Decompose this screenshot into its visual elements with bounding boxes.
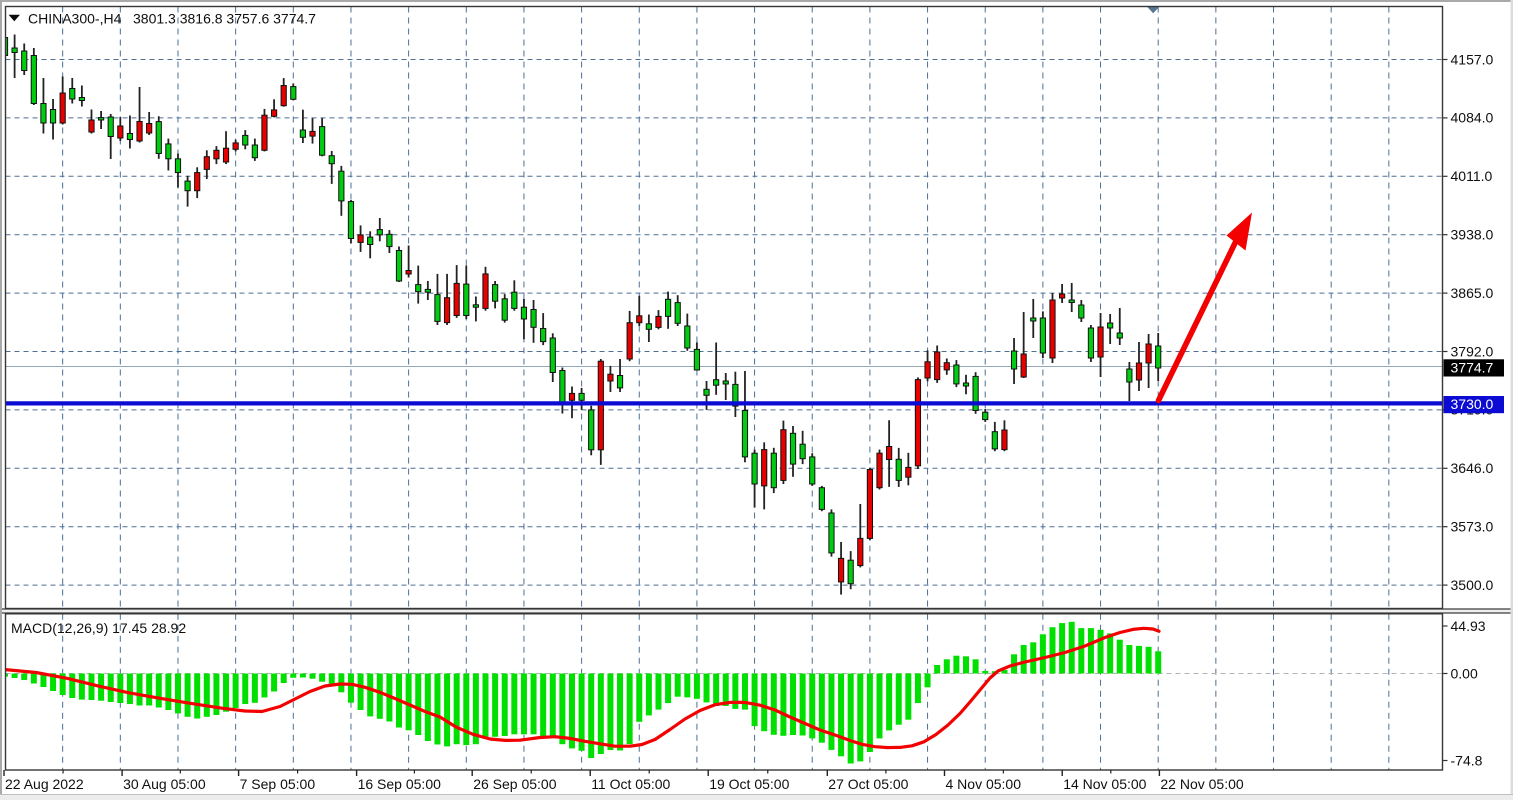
svg-text:11 Oct 05:00: 11 Oct 05:00 <box>591 776 670 792</box>
svg-text:44.93: 44.93 <box>1451 618 1486 634</box>
svg-text:27 Oct 05:00: 27 Oct 05:00 <box>828 776 908 792</box>
svg-text:3573.0: 3573.0 <box>1451 519 1494 535</box>
svg-text:3500.0: 3500.0 <box>1451 577 1494 593</box>
svg-text:CHINA300-,H4: CHINA300-,H4 <box>28 11 122 27</box>
svg-text:3792.0: 3792.0 <box>1451 343 1494 359</box>
svg-text:22 Nov 05:00: 22 Nov 05:00 <box>1160 776 1243 792</box>
svg-text:7 Sep 05:00: 7 Sep 05:00 <box>240 776 316 792</box>
svg-text:4011.0: 4011.0 <box>1451 168 1493 184</box>
svg-text:3646.0: 3646.0 <box>1451 460 1494 476</box>
svg-text:3938.0: 3938.0 <box>1451 227 1494 243</box>
svg-text:3865.0: 3865.0 <box>1451 285 1494 301</box>
svg-text:14 Nov 05:00: 14 Nov 05:00 <box>1063 776 1146 792</box>
svg-text:4157.0: 4157.0 <box>1451 51 1494 67</box>
svg-text:MACD(12,26,9) 17.45 28.92: MACD(12,26,9) 17.45 28.92 <box>11 620 186 636</box>
svg-text:3801.3 3816.8 3757.6 3774.7: 3801.3 3816.8 3757.6 3774.7 <box>133 11 316 27</box>
svg-text:3774.7: 3774.7 <box>1451 359 1494 375</box>
svg-text:22 Aug 2022: 22 Aug 2022 <box>5 776 84 792</box>
svg-text:4 Nov 05:00: 4 Nov 05:00 <box>946 776 1022 792</box>
svg-text:0.00: 0.00 <box>1451 665 1478 681</box>
svg-text:19 Oct 05:00: 19 Oct 05:00 <box>709 776 789 792</box>
svg-text:16 Sep 05:00: 16 Sep 05:00 <box>358 776 442 792</box>
svg-text:30 Aug 05:00: 30 Aug 05:00 <box>123 776 206 792</box>
svg-text:4084.0: 4084.0 <box>1451 110 1494 126</box>
svg-text:3730.0: 3730.0 <box>1451 396 1494 412</box>
svg-text:-74.8: -74.8 <box>1451 752 1483 768</box>
svg-text:26 Sep 05:00: 26 Sep 05:00 <box>473 776 557 792</box>
